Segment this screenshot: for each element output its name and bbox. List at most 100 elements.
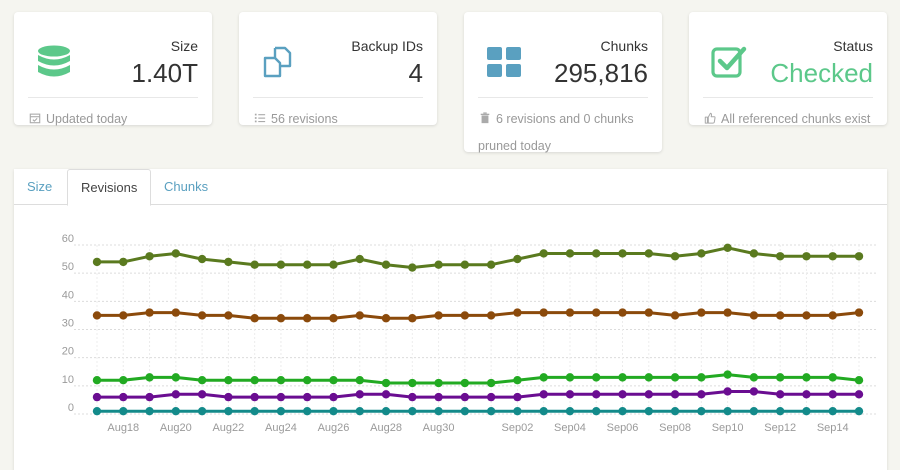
tab-size[interactable]: Size — [27, 179, 53, 194]
status-value: Checked — [770, 58, 873, 88]
divider — [703, 97, 873, 98]
data-point — [434, 311, 443, 320]
series-line — [97, 246, 859, 269]
data-point — [749, 249, 759, 258]
data-point — [697, 373, 706, 382]
data-point — [644, 406, 653, 416]
data-point — [723, 308, 732, 317]
chart-panel: Size Revisions Chunks 0 10 20 30 40 50 60 Aug18… — [14, 169, 887, 470]
data-point — [145, 373, 154, 382]
data-point — [329, 392, 338, 402]
data-point — [408, 263, 417, 272]
data-point — [644, 390, 653, 399]
data-point — [224, 311, 233, 320]
data-point — [486, 406, 496, 416]
database-icon — [38, 45, 70, 77]
tab-revisions[interactable]: Revisions — [67, 169, 152, 206]
data-point — [565, 390, 575, 399]
data-point — [486, 311, 496, 320]
data-point — [670, 373, 680, 382]
data-point — [802, 390, 811, 399]
divider — [28, 97, 198, 98]
data-point — [697, 308, 706, 317]
data-point — [670, 406, 680, 416]
data-point — [303, 314, 312, 323]
data-point — [749, 406, 759, 416]
data-point — [723, 406, 732, 416]
data-point — [250, 392, 259, 402]
data-point — [486, 392, 496, 402]
x-tick-label: Aug20 — [160, 422, 192, 434]
x-tick-label: Aug26 — [318, 422, 350, 434]
y-tick-label: 50 — [62, 261, 74, 273]
data-point — [854, 376, 864, 385]
data-point — [592, 406, 601, 416]
data-point — [854, 308, 864, 317]
data-point — [592, 373, 601, 382]
y-tick-label: 40 — [62, 289, 74, 301]
data-point — [460, 406, 470, 416]
data-point — [828, 406, 837, 416]
grid-icon — [487, 47, 521, 77]
data-point — [775, 311, 785, 320]
data-point — [250, 376, 259, 385]
data-point — [592, 249, 601, 258]
data-point — [92, 406, 102, 416]
backup-ids-footer-text: 56 revisions — [271, 112, 338, 126]
data-point — [381, 406, 391, 416]
backup-ids-value: 4 — [408, 58, 423, 88]
y-tick-label: 20 — [62, 346, 74, 358]
data-point — [513, 392, 522, 402]
size-value: 1.40T — [131, 58, 199, 88]
data-point — [408, 314, 417, 323]
data-point — [854, 252, 864, 261]
data-point — [145, 308, 154, 317]
data-point — [539, 249, 548, 258]
data-point — [276, 376, 286, 385]
data-point — [92, 392, 102, 402]
data-point — [381, 390, 391, 399]
series-line — [97, 311, 860, 320]
data-point — [828, 252, 837, 261]
data-point — [329, 406, 338, 416]
data-point — [355, 254, 364, 264]
data-point — [670, 252, 680, 261]
data-point — [565, 373, 575, 382]
tab-chunks[interactable]: Chunks — [164, 179, 209, 194]
series-line — [97, 373, 860, 385]
data-point — [775, 252, 785, 261]
data-point — [92, 257, 102, 267]
series-line — [97, 390, 859, 399]
data-point — [644, 308, 653, 317]
data-point — [644, 249, 653, 258]
size-footer: Updated today — [28, 106, 202, 133]
data-point — [171, 406, 181, 416]
size-card: Size 1.40T Updated today — [14, 12, 212, 126]
data-point — [92, 376, 102, 385]
data-point — [592, 308, 601, 317]
status-footer-text: All referenced chunks exist — [721, 112, 871, 126]
copy-icon — [263, 46, 292, 78]
data-point — [145, 392, 154, 402]
data-point — [303, 260, 312, 269]
data-point — [224, 392, 233, 402]
check-square-icon — [711, 46, 747, 78]
x-tick-label: Sep04 — [554, 422, 586, 434]
data-point — [723, 370, 732, 379]
data-point — [802, 252, 811, 261]
x-tick-label: Aug24 — [265, 422, 297, 434]
data-point — [854, 390, 864, 399]
x-tick-label: Sep10 — [712, 422, 744, 434]
data-point — [355, 406, 364, 416]
data-point — [276, 392, 286, 402]
data-point — [276, 260, 286, 269]
data-point — [513, 254, 522, 264]
data-point — [224, 376, 233, 385]
data-point — [539, 373, 548, 382]
data-point — [749, 311, 759, 320]
data-point — [171, 373, 181, 382]
data-point — [355, 311, 364, 320]
data-point — [618, 406, 627, 416]
data-point — [434, 406, 443, 416]
size-label: Size — [170, 38, 198, 54]
